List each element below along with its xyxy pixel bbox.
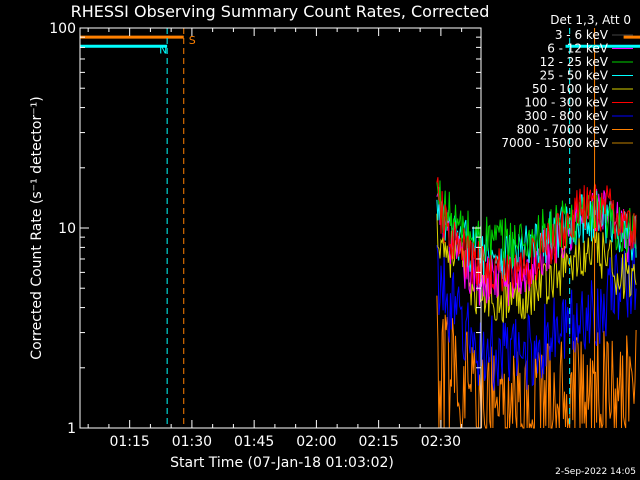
x-tick-label: 02:15 <box>358 434 398 450</box>
legend-label: 300 - 800 keV <box>524 109 608 123</box>
legend-label: 3 - 6 keV <box>555 28 609 42</box>
series-line-25-50-kev <box>436 190 637 280</box>
y-axis-title: Corrected Count Rate (s⁻¹ detector⁻¹) <box>29 96 45 359</box>
x-tick-label: 01:30 <box>172 434 212 450</box>
axis-ticks: 01:15 01:30 01:45 02:00 02:15 02:30 1 10 100 <box>49 21 481 450</box>
y-tick-label: 10 <box>58 221 76 237</box>
series-line-100-300-kev <box>436 177 637 297</box>
legend-label: 6 - 12 keV <box>547 42 609 56</box>
legend-header: Det 1,3, Att 0 <box>550 13 631 27</box>
legend-label: 7000 - 15000 keV <box>501 136 608 150</box>
series-line-300-800-kev <box>436 242 637 391</box>
plot-area <box>436 158 637 429</box>
flag-label-S: S <box>189 34 196 47</box>
legend-label: 50 - 100 keV <box>532 82 609 96</box>
legend-label: 25 - 50 keV <box>540 69 609 83</box>
x-tick-label: 01:15 <box>109 434 149 450</box>
legend-label: 800 - 7000 keV <box>517 123 609 137</box>
chart-title: RHESSI Observing Summary Count Rates, Co… <box>71 2 490 21</box>
x-axis-title: Start Time (07-Jan-18 01:03:02) <box>170 455 394 471</box>
x-tick-label: 02:30 <box>421 434 461 450</box>
x-tick-label: 01:45 <box>234 434 274 450</box>
footer-timestamp: 2-Sep-2022 14:05 <box>555 467 636 477</box>
series-line-3-6-kev <box>436 158 637 250</box>
x-tick-label: 02:00 <box>296 434 336 450</box>
legend-label: 12 - 25 keV <box>540 55 609 69</box>
series-line-6-12-kev <box>436 187 637 306</box>
series-line-800-7000-kev <box>436 295 637 429</box>
flag-label-N: N <box>159 43 167 56</box>
y-tick-label: 100 <box>49 21 76 37</box>
flag-layer: SN <box>80 28 640 428</box>
y-tick-label: 1 <box>67 421 76 437</box>
legend-label: 100 - 300 keV <box>524 96 608 110</box>
